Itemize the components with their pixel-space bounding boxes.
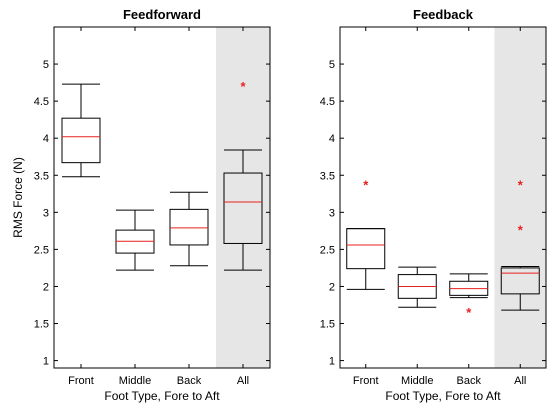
x-ticks: Front Middle Back All: [68, 27, 249, 387]
x-tick-label: Middle: [119, 375, 151, 387]
y-ticks: 1 1.5 2 2.5 3 3.5 4 4.5 5: [320, 59, 546, 368]
y-tick-label: 5: [329, 59, 335, 71]
x-tick-label: All: [514, 375, 526, 387]
highlight-band: [494, 27, 546, 368]
y-tick-label: 1: [329, 356, 335, 368]
y-tick-label: 4.5: [320, 96, 335, 108]
box-front: *: [346, 177, 386, 290]
outlier-marker: *: [518, 223, 524, 238]
box-body: [223, 172, 263, 244]
outlier-marker: *: [466, 305, 472, 320]
y-ticks: 1 1.5 2 2.5 3 3.5 4 4.5 5: [34, 59, 270, 368]
y-tick-label: 3.5: [34, 170, 49, 182]
axes-frame: [53, 26, 271, 369]
x-tick-label: Back: [177, 375, 202, 387]
y-tick-label: 3.5: [320, 170, 335, 182]
box-body: [61, 117, 101, 164]
y-tick-label: 4.5: [34, 96, 49, 108]
x-tick-label: Middle: [401, 375, 433, 387]
y-tick-label: 5: [43, 59, 49, 71]
y-tick-label: 1.5: [320, 319, 335, 331]
box-all: *: [223, 79, 263, 271]
x-tick-label: Front: [68, 375, 94, 387]
y-tick-label: 4: [329, 133, 335, 145]
x-axis-label: Foot Type, Fore to Aft: [104, 389, 220, 403]
highlight-band: [216, 27, 270, 368]
panel-feedforward: 1 1.5 2 2.5 3 3.5 4 4.5 5 Front Middle Back All * F…: [11, 7, 271, 403]
outlier-marker: *: [240, 79, 246, 94]
box-middle: [115, 209, 155, 271]
panel-feedback: 11.522.533.544.55 Front Middle Back All ***…: [320, 7, 547, 403]
y-axis-label: RMS Force (N): [11, 157, 25, 238]
y-tick-label: 3: [43, 207, 49, 219]
box-all: **: [500, 177, 540, 311]
box-middle: [397, 266, 437, 308]
y-tick-label: 2.5: [34, 244, 49, 256]
box-front: [61, 83, 101, 178]
x-tick-label: All: [237, 375, 249, 387]
x-tick-label: Front: [353, 375, 379, 387]
x-ticks: Front Middle Back All: [353, 27, 526, 387]
box-body: [169, 208, 209, 246]
box-back: *: [449, 273, 489, 320]
y-tick-label: 4: [43, 133, 49, 145]
y-tick-label: 3: [329, 207, 335, 219]
axes-frame: [339, 26, 547, 369]
y-tick-label: 1.5: [34, 319, 49, 331]
y-tick-label: 2: [43, 281, 49, 293]
y-tick-label: 2: [329, 281, 335, 293]
panel-title: Feedforward: [123, 7, 201, 22]
x-axis-label: Foot Type, Fore to Aft: [385, 389, 501, 403]
y-tick-label: 2.5: [320, 244, 335, 256]
box-back: [169, 191, 209, 267]
y-tick-label: 1: [43, 356, 49, 368]
box-body: [500, 267, 540, 295]
x-tick-label: Back: [457, 375, 482, 387]
boxes: ****: [346, 177, 540, 320]
box-body: [346, 228, 386, 270]
outlier-marker: *: [363, 177, 369, 192]
panel-title: Feedback: [413, 7, 474, 22]
outlier-marker: *: [518, 177, 524, 192]
boxes: *: [61, 79, 263, 271]
